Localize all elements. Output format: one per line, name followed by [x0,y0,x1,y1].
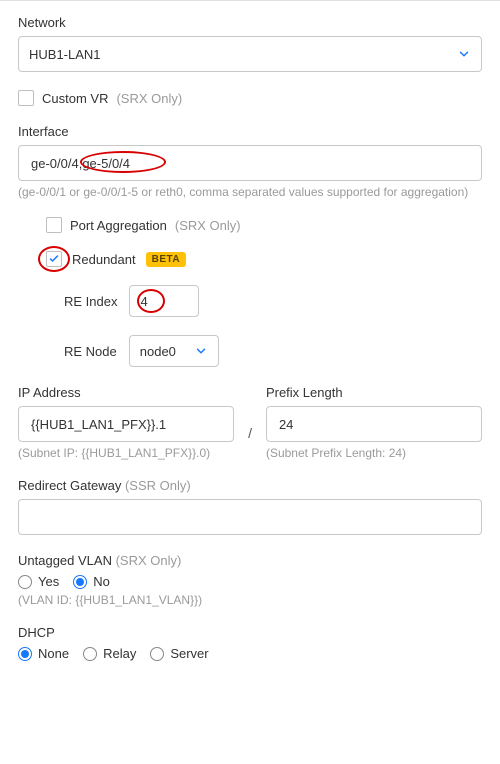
radio-icon [18,575,32,589]
prefix-length-hint: (Subnet Prefix Length: 24) [266,446,482,460]
dhcp-none[interactable]: None [18,646,69,661]
network-value: HUB1-LAN1 [29,47,101,62]
option-label: Yes [38,574,59,589]
network-section: Network HUB1-LAN1 [18,15,482,72]
option-label: No [93,574,110,589]
redundant-checkbox[interactable] [46,251,62,267]
redirect-gateway-label: Redirect Gateway [18,478,121,493]
redirect-gateway-section: Redirect Gateway (SSR Only) [18,478,482,535]
untagged-vlan-hint: (SRX Only) [116,553,182,568]
dhcp-section: DHCP None Relay Server [18,625,482,661]
dhcp-server[interactable]: Server [150,646,208,661]
redirect-gateway-value[interactable] [29,509,471,526]
interface-hint: (ge-0/0/1 or ge-0/0/1-5 or reth0, comma … [18,185,482,199]
interface-input[interactable] [18,145,482,181]
option-label: Relay [103,646,136,661]
interface-value[interactable] [29,155,471,172]
redundant-label: Redundant [72,252,136,267]
custom-vr-label: Custom VR [42,91,108,106]
port-aggregation-hint: (SRX Only) [175,218,241,233]
re-node-select[interactable]: node0 [129,335,219,367]
beta-badge: BETA [146,252,186,267]
chevron-down-icon [457,47,471,61]
ip-address-input[interactable] [18,406,234,442]
re-index-section: RE Index 4 [64,285,482,317]
prefix-length-input[interactable] [266,406,482,442]
interface-section: Interface (ge-0/0/1 or ge-0/0/1-5 or ret… [18,124,482,199]
chevron-down-icon [194,344,208,358]
option-label: Server [170,646,208,661]
radio-icon [83,647,97,661]
prefix-length-value[interactable] [277,416,471,433]
prefix-length-col: Prefix Length (Subnet Prefix Length: 24) [266,385,482,460]
port-aggregation-label: Port Aggregation [70,218,167,233]
ip-prefix-separator: / [248,425,252,441]
port-aggregation-section: Port Aggregation (SRX Only) [46,217,482,233]
redirect-gateway-input[interactable] [18,499,482,535]
custom-vr-section: Custom VR (SRX Only) [18,90,482,106]
untagged-vlan-yes[interactable]: Yes [18,574,59,589]
custom-vr-hint: (SRX Only) [116,91,182,106]
network-select[interactable]: HUB1-LAN1 [18,36,482,72]
re-index-label: RE Index [64,294,117,309]
custom-vr-checkbox[interactable] [18,90,34,106]
prefix-length-label: Prefix Length [266,385,482,400]
untagged-vlan-subhint: (VLAN ID: {{HUB1_LAN1_VLAN}}) [18,593,482,607]
re-node-label: RE Node [64,344,117,359]
redundant-section: Redundant BETA [46,251,482,267]
ip-address-hint: (Subnet IP: {{HUB1_LAN1_PFX}}.0) [18,446,234,460]
dhcp-relay[interactable]: Relay [83,646,136,661]
re-node-value: node0 [140,344,176,359]
dhcp-label: DHCP [18,625,482,640]
option-label: None [38,646,69,661]
radio-icon [73,575,87,589]
radio-icon [150,647,164,661]
re-index-input[interactable]: 4 [129,285,199,317]
port-aggregation-checkbox[interactable] [46,217,62,233]
ip-prefix-section: IP Address (Subnet IP: {{HUB1_LAN1_PFX}}… [18,385,482,460]
network-label: Network [18,15,482,30]
untagged-vlan-no[interactable]: No [73,574,110,589]
re-node-section: RE Node node0 [64,335,482,367]
redirect-gateway-hint: (SSR Only) [125,478,191,493]
interface-label: Interface [18,124,482,139]
ip-address-value[interactable] [29,416,223,433]
untagged-vlan-label: Untagged VLAN [18,553,112,568]
untagged-vlan-section: Untagged VLAN (SRX Only) Yes No (VLAN ID… [18,553,482,607]
ip-address-label: IP Address [18,385,234,400]
ip-address-col: IP Address (Subnet IP: {{HUB1_LAN1_PFX}}… [18,385,234,460]
radio-icon [18,647,32,661]
re-index-value: 4 [140,294,147,309]
